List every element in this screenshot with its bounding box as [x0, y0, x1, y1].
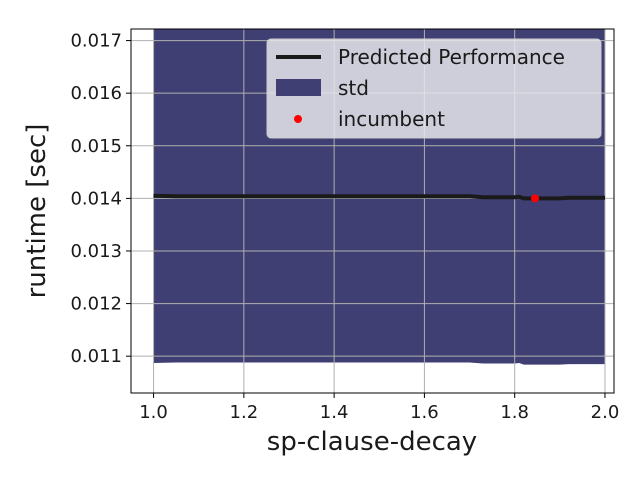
y-tick-label: 0.014: [70, 188, 122, 209]
x-axis-label: sp-clause-decay: [267, 427, 477, 457]
legend-incumbent-swatch: [294, 115, 302, 123]
legend: Predicted Performance std incumbent: [266, 38, 602, 139]
y-tick-label: 0.017: [70, 31, 122, 52]
x-tick-label: 1.4: [320, 402, 349, 423]
y-tick-label: 0.011: [70, 346, 122, 367]
x-tick-label: 1.8: [500, 402, 529, 423]
x-tick-label: 2.0: [591, 402, 620, 423]
legend-std-swatch: [276, 79, 321, 96]
plot-frame: [130, 28, 615, 394]
x-tick-label: 1.6: [410, 402, 439, 423]
y-tick-label: 0.012: [70, 294, 122, 315]
legend-label-std: std: [338, 76, 369, 100]
x-tick-label: 1.2: [230, 402, 259, 423]
y-tick-label: 0.016: [70, 83, 122, 104]
y-tick-label: 0.013: [70, 241, 122, 262]
predicted-performance-line: [153, 193, 605, 201]
legend-box: [266, 38, 602, 139]
legend-label-incumbent: incumbent: [338, 107, 445, 131]
y-tick-label: 0.015: [70, 136, 122, 157]
y-axis-label: runtime [sec]: [22, 124, 52, 299]
legend-label-predicted: Predicted Performance: [338, 45, 565, 69]
incumbent-point: [531, 194, 540, 203]
x-tick-label: 1.0: [139, 402, 168, 423]
